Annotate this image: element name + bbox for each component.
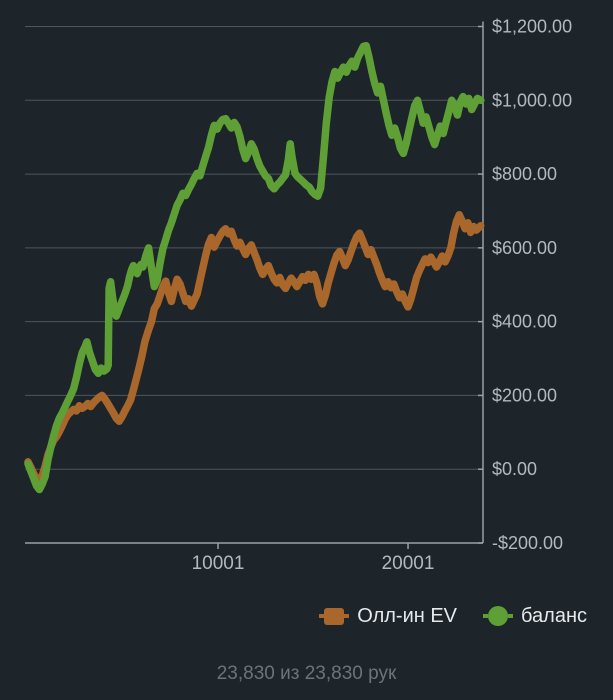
balance-marker-icon (483, 606, 514, 626)
x-tick-label: 20001 (382, 553, 435, 574)
y-tick-label: $1,200.00 (492, 17, 572, 37)
winnings-chart: $1,200.00 $1,000.00 $800.00 $600.00 $400.00 $… (24, 17, 572, 574)
series-balance (24, 41, 485, 494)
legend-item-balance[interactable]: баланс (483, 604, 587, 628)
x-tick-label: 10001 (192, 553, 245, 574)
square-marker-icon (324, 607, 345, 625)
y-tick-label: $1,000.00 (492, 90, 572, 110)
allin-ev-marker-icon (319, 607, 350, 625)
y-tick-label: -$200.00 (492, 533, 563, 553)
y-tick-label: $400.00 (492, 312, 557, 332)
y-tick-label: $800.00 (492, 164, 557, 184)
circle-marker-icon (488, 606, 509, 626)
marker-line-stub (483, 614, 489, 618)
series-allin-ev (24, 210, 485, 485)
marker-line-stub (319, 614, 325, 618)
y-tick-label: $200.00 (492, 385, 557, 405)
chart-legend: Олл-ин EV баланс (319, 604, 587, 628)
hands-count-status: 23,830 из 23,830 рук (216, 663, 397, 684)
legend-item-allin-ev[interactable]: Олл-ин EV (319, 604, 457, 628)
legend-label-allin-ev: Олл-ин EV (357, 605, 458, 627)
y-tick-label: $600.00 (492, 238, 557, 258)
y-tick-label: $0.00 (492, 459, 537, 479)
marker-line-stub (344, 614, 350, 618)
marker-line-stub (508, 614, 514, 618)
legend-label-balance: баланс (521, 605, 587, 627)
